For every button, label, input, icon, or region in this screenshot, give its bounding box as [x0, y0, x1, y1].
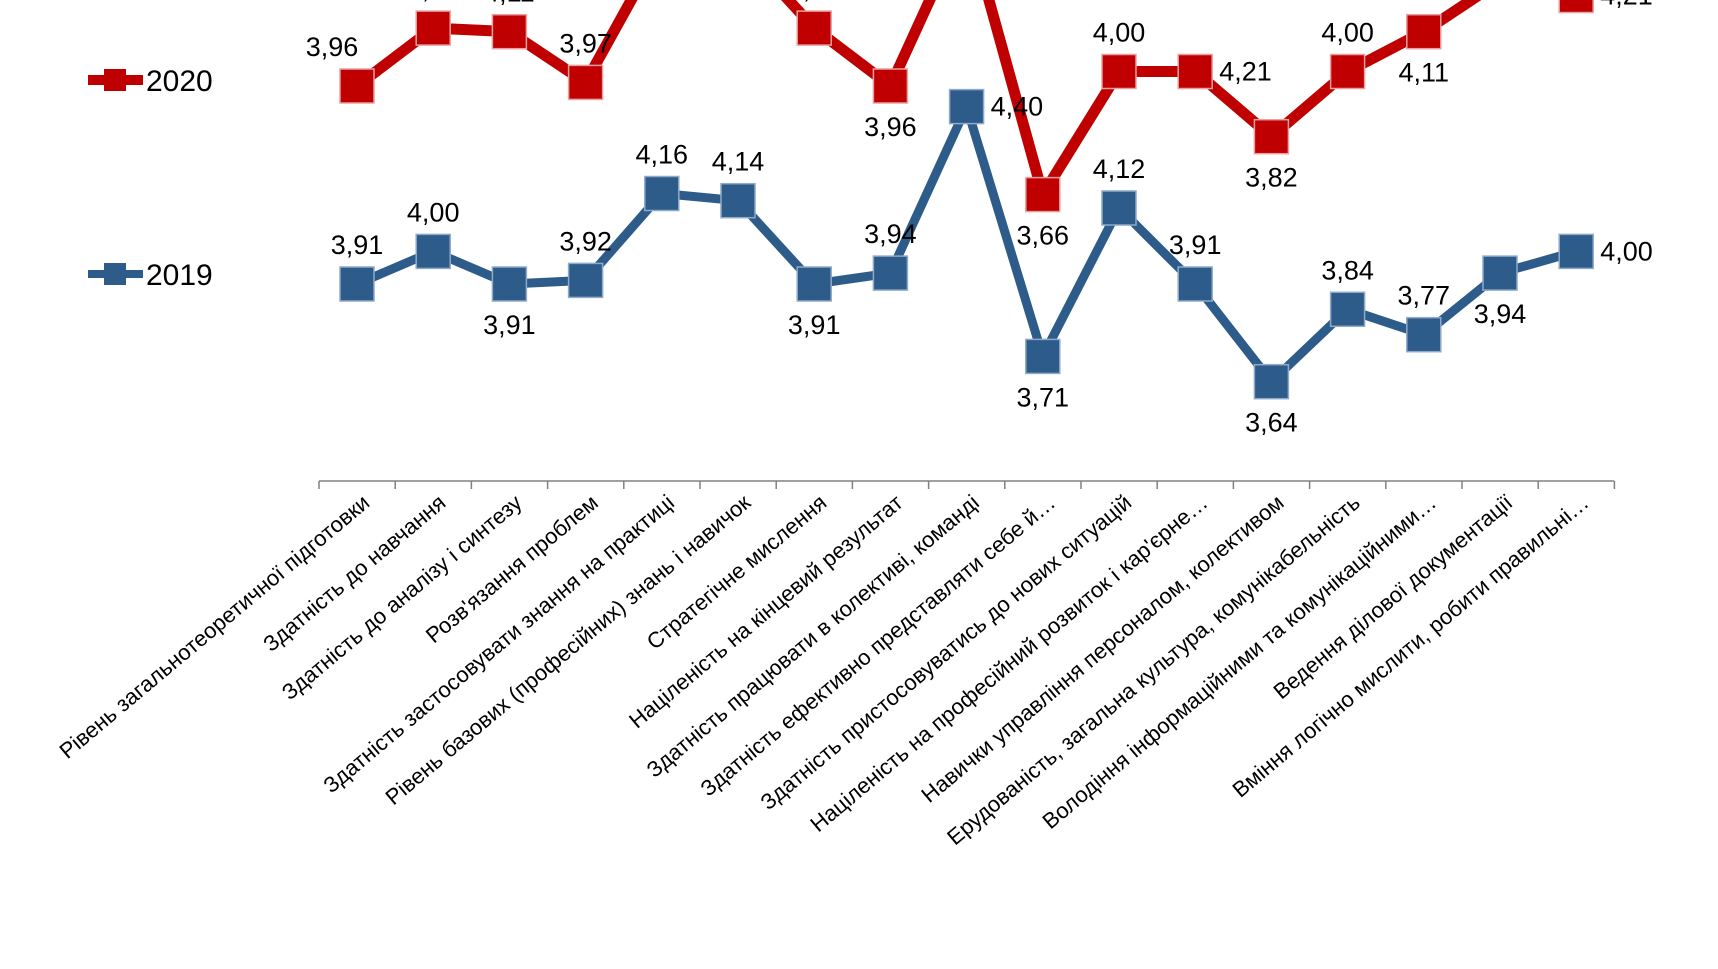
series-2019: 3,91 4,00 3,91 3,92 4,16 4,14 3,91 3,94 4,40 3,71… — [331, 88, 1653, 438]
legend-item-2020: 2020 — [88, 65, 213, 98]
marker-2019-7 — [796, 266, 832, 302]
marker-2020-1 — [339, 68, 375, 104]
series-layer: 3,964,124,113,974,354,354,123,964,423,66… — [306, 0, 1653, 438]
marker-2020-7 — [796, 10, 832, 46]
data-label-2019-14: 3,84 — [1321, 255, 1374, 285]
data-label-2019-8: 3,94 — [864, 219, 917, 249]
marker-2020-11 — [1101, 53, 1137, 90]
marker-2019-8 — [872, 255, 909, 291]
legend-label-2020: 2020 — [146, 65, 213, 98]
marker-2020-8 — [872, 68, 909, 104]
marker-2020-2 — [415, 10, 451, 46]
marker-2019-3 — [491, 266, 528, 302]
x-tick-label-8: Націленість на кінцевий результат — [624, 490, 907, 734]
x-tick-label-1: Рівень загальнотеоретичної підготовки — [55, 490, 375, 764]
marker-2019-16 — [1482, 255, 1518, 291]
marker-2020-10 — [1025, 176, 1061, 213]
data-label-2020-1: 3,96 — [306, 32, 359, 62]
data-label-2019-1: 3,91 — [331, 230, 384, 260]
marker-2019-1 — [339, 266, 375, 302]
data-label-2020-12: 4,21 — [1219, 57, 1272, 87]
data-label-2020-2: 4,12 — [407, 0, 460, 4]
series-line-2020 — [353, 0, 1576, 201]
data-label-2019-17: 4,00 — [1600, 236, 1653, 266]
data-label-2019-10: 3,71 — [1017, 382, 1070, 412]
marker-2020-15 — [1406, 13, 1442, 50]
data-label-2020-3: 4,11 — [484, 0, 535, 8]
marker-2020-14 — [1329, 53, 1366, 90]
marker-2020-17 — [1558, 0, 1594, 14]
series-line-2019 — [355, 102, 1578, 387]
data-label-2019-7: 3,91 — [788, 310, 841, 340]
marker-2019-15 — [1406, 316, 1442, 353]
data-label-2020-15: 4,11 — [1399, 58, 1450, 88]
legend-label-2019: 2019 — [146, 259, 213, 292]
legend-item-2019: 2019 — [88, 259, 213, 292]
data-label-2019-12: 3,91 — [1169, 230, 1222, 260]
x-tick-label-10: Здатність ефективно представляти себе й… — [696, 490, 1060, 802]
series-2020: 3,964,124,113,974,354,354,123,964,423,66… — [306, 0, 1653, 251]
data-label-2019-15: 3,77 — [1398, 281, 1451, 311]
marker-2019-17 — [1558, 233, 1594, 270]
data-label-2019-16: 3,94 — [1474, 299, 1527, 329]
data-label-2019-13: 3,64 — [1245, 408, 1298, 438]
marker-2019-14 — [1329, 291, 1366, 328]
legend-marker-2019 — [104, 263, 126, 285]
marker-2019-11 — [1101, 190, 1137, 226]
x-tick-label-17: Вміння логічно мислити, робити правильні… — [1228, 490, 1594, 803]
marker-2020-12 — [1177, 53, 1213, 90]
marker-2019-12 — [1177, 266, 1213, 302]
data-label-2020-4: 3,97 — [559, 28, 612, 58]
data-label-2020-8: 3,96 — [864, 112, 917, 142]
x-axis: Рівень загальнотеоретичної підготовкиЗда… — [55, 480, 1616, 850]
marker-2019-5 — [644, 175, 680, 212]
data-label-2020-13: 3,82 — [1245, 163, 1298, 193]
data-label-2019-11: 4,12 — [1093, 154, 1146, 184]
data-label-2019-3: 3,91 — [483, 310, 536, 340]
marker-2020-13 — [1253, 118, 1290, 155]
marker-2019-13 — [1253, 363, 1290, 400]
data-label-2019-6: 4,14 — [712, 147, 765, 177]
data-label-2020-7: 4,12 — [788, 0, 841, 4]
data-label-2020-17: 4,21 — [1600, 0, 1653, 11]
legend-marker-2020 — [104, 69, 126, 91]
marker-2020-4 — [567, 64, 604, 101]
data-label-2020-14: 4,00 — [1321, 18, 1374, 48]
marker-2019-9 — [948, 88, 985, 125]
marker-2019-10 — [1025, 338, 1061, 375]
data-label-2019-5: 4,16 — [636, 140, 689, 170]
marker-2020-3 — [491, 13, 528, 50]
marker-2019-6 — [720, 182, 756, 219]
marker-2019-4 — [567, 262, 604, 299]
data-label-2019-4: 3,92 — [559, 226, 612, 256]
data-label-2019-2: 4,00 — [407, 197, 460, 227]
marker-2019-2 — [415, 233, 451, 270]
data-label-2019-9: 4,40 — [991, 92, 1044, 122]
legend: 2020 2019 — [88, 65, 213, 292]
data-label-2020-10: 3,66 — [1017, 221, 1070, 251]
data-label-2020-11: 4,00 — [1093, 18, 1146, 48]
x-tick-label-5: Здатність застосовувати знання на практи… — [318, 490, 679, 798]
